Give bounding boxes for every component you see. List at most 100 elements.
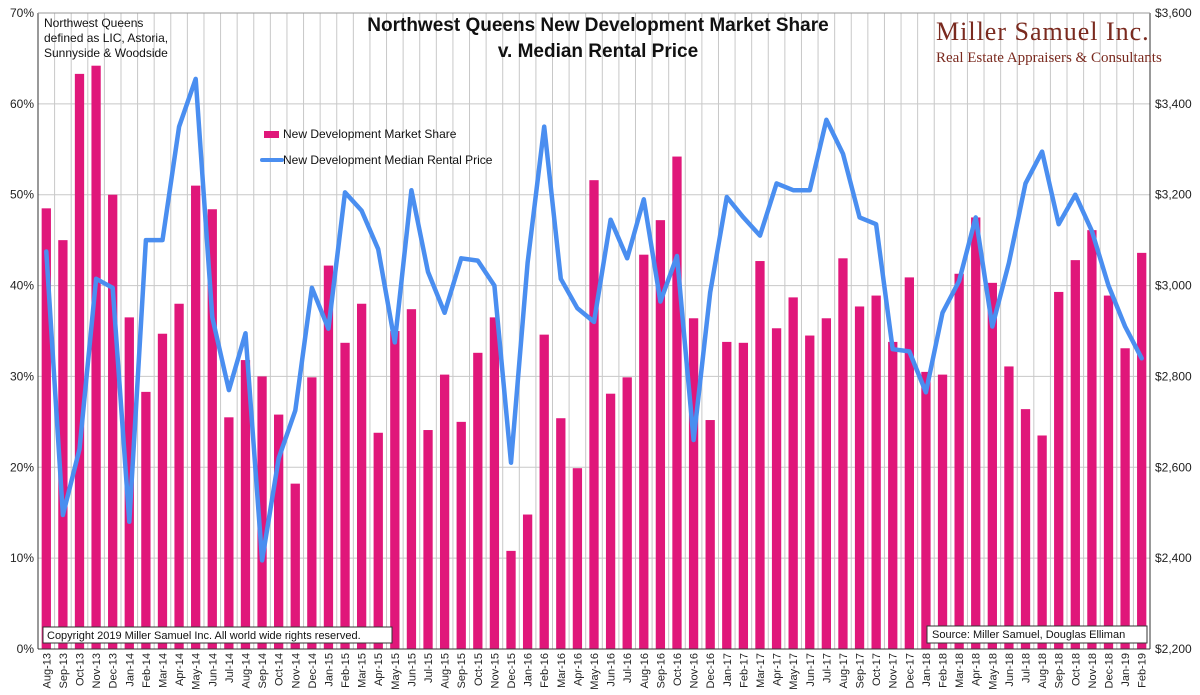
right-axis-tick-label: $3,000 bbox=[1155, 279, 1192, 293]
bar-market-share bbox=[41, 208, 51, 650]
bar-market-share bbox=[622, 377, 632, 649]
x-axis-tick-label: Aug-14 bbox=[240, 653, 252, 688]
x-axis-tick-label: Jun-14 bbox=[207, 653, 219, 687]
bar-market-share bbox=[722, 341, 732, 649]
bar-market-share bbox=[738, 342, 749, 649]
x-axis-tick-label: Apr-15 bbox=[373, 653, 385, 686]
bar-market-share bbox=[954, 273, 964, 649]
x-axis-tick-label: May-16 bbox=[589, 653, 601, 690]
bar-market-share bbox=[539, 334, 549, 649]
x-axis-tick-label: Mar-15 bbox=[357, 653, 369, 688]
bar-market-share bbox=[174, 303, 184, 649]
x-axis-tick-label: May-14 bbox=[191, 653, 203, 690]
bar-market-share bbox=[888, 341, 898, 649]
left-axis-ticks: 0% 10% 20% 30% 40% 50% 60% 70% bbox=[10, 6, 34, 656]
x-axis-tick-label: Apr-18 bbox=[971, 653, 983, 686]
bar-market-share bbox=[705, 420, 715, 649]
left-axis-tick-label: 50% bbox=[10, 188, 34, 202]
x-axis-tick-label: Sep-18 bbox=[1054, 653, 1066, 688]
bar-market-share bbox=[589, 180, 599, 650]
axes bbox=[37, 12, 1151, 650]
bar-market-share bbox=[937, 374, 948, 649]
x-axis-tick-label: Sep-15 bbox=[456, 653, 468, 688]
bar-market-share bbox=[257, 376, 267, 649]
bar-market-share bbox=[390, 331, 400, 649]
x-axis-tick-label: May-18 bbox=[987, 653, 999, 690]
x-axis-tick-label: Jan-19 bbox=[1120, 653, 1132, 687]
x-axis-tick-label: May-17 bbox=[788, 653, 800, 690]
brand-tagline: Real Estate Appraisers & Consultants bbox=[936, 50, 1162, 66]
right-axis-tick-label: $2,800 bbox=[1155, 369, 1192, 383]
right-axis-ticks: $2,200 $2,400 $2,600 $2,800 $3,000 $3,200 $3,4… bbox=[1155, 6, 1192, 656]
bar-market-share bbox=[1020, 409, 1031, 649]
x-axis-tick-label: Oct-15 bbox=[473, 653, 485, 686]
bar-market-share bbox=[356, 303, 367, 649]
x-axis-tick-label: Feb-16 bbox=[539, 653, 551, 688]
bar-market-share bbox=[207, 209, 217, 649]
x-axis-tick-label: Sep-16 bbox=[655, 653, 667, 688]
legend: New Development Market Share New Develop… bbox=[260, 127, 493, 167]
bar-market-share bbox=[124, 317, 134, 649]
bar-market-share bbox=[340, 342, 350, 649]
bar-market-share bbox=[423, 430, 433, 649]
x-axis-tick-label: Aug-13 bbox=[41, 653, 53, 688]
bar-market-share bbox=[755, 261, 765, 649]
bar-market-share bbox=[672, 156, 682, 649]
x-axis-tick-label: Feb-18 bbox=[938, 653, 950, 688]
x-axis-tick-label: Oct-14 bbox=[274, 653, 286, 686]
bar-market-share bbox=[74, 73, 85, 650]
region-note-line-1: Northwest Queens bbox=[44, 16, 143, 30]
x-axis-tick-label: Jul-17 bbox=[821, 653, 833, 683]
bar-market-share bbox=[406, 309, 417, 649]
bar-market-share bbox=[373, 432, 383, 649]
bar-market-share bbox=[688, 318, 699, 649]
x-axis-tick-label: Jul-14 bbox=[224, 653, 236, 683]
brand-name: Miller Samuel Inc. bbox=[936, 17, 1150, 46]
right-axis-tick-label: $2,200 bbox=[1155, 642, 1192, 656]
right-axis-tick-label: $3,400 bbox=[1155, 97, 1192, 111]
bar-market-share bbox=[141, 391, 151, 649]
x-axis-tick-label: Apr-16 bbox=[572, 653, 584, 686]
copyright-box bbox=[42, 626, 393, 644]
x-axis-tick-label: Sep-17 bbox=[855, 653, 867, 688]
left-axis-tick-label: 40% bbox=[10, 279, 34, 293]
x-axis-tick-label: Jun-16 bbox=[606, 653, 618, 687]
bar-market-share bbox=[1004, 366, 1014, 649]
bar-market-share bbox=[1037, 435, 1047, 649]
x-axis-tick-label: Aug-15 bbox=[440, 653, 452, 688]
bar-market-share bbox=[108, 194, 118, 649]
x-axis-tick-label: Jun-17 bbox=[805, 653, 817, 687]
right-axis-tick-label: $3,200 bbox=[1155, 188, 1192, 202]
legend-label-rental-price: New Development Median Rental Price bbox=[283, 153, 493, 167]
copyright-text: Copyright 2019 Miller Samuel Inc. All wo… bbox=[47, 630, 361, 642]
x-axis-tick-label: Dec-13 bbox=[108, 653, 120, 688]
left-axis-tick-label: 70% bbox=[10, 6, 34, 20]
x-axis-tick-label: Oct-16 bbox=[672, 653, 684, 686]
legend-swatch-market-share bbox=[264, 131, 279, 138]
bar-market-share bbox=[854, 306, 865, 649]
x-axis-tick-label: Feb-15 bbox=[340, 653, 352, 688]
x-axis-tick-label: Dec-14 bbox=[307, 653, 319, 688]
left-axis-tick-label: 0% bbox=[17, 642, 35, 656]
x-axis-tick-label: Oct-13 bbox=[74, 653, 86, 686]
right-axis-tick-label: $2,600 bbox=[1155, 460, 1192, 474]
bar-market-share bbox=[655, 220, 666, 649]
x-axis-tick-label: Aug-17 bbox=[838, 653, 850, 688]
bar-market-share bbox=[191, 185, 201, 649]
source-box bbox=[926, 625, 1148, 644]
bar-market-share bbox=[1054, 291, 1064, 649]
bar-market-share bbox=[605, 393, 616, 649]
bar-market-share bbox=[987, 282, 997, 649]
bar-market-share bbox=[274, 414, 284, 649]
region-note-line-2: defined as LIC, Astoria, bbox=[44, 31, 168, 45]
bar-market-share bbox=[788, 297, 798, 649]
region-note-line-3: Sunnyside & Woodside bbox=[44, 46, 168, 60]
bar-market-share bbox=[91, 65, 101, 649]
bar-market-share bbox=[240, 360, 251, 649]
x-axis-tick-label: Feb-19 bbox=[1137, 653, 1149, 688]
x-axis-tick-label: Aug-18 bbox=[1037, 653, 1049, 688]
x-axis-tick-label: Jun-18 bbox=[1004, 653, 1016, 687]
line-rental-price bbox=[44, 76, 1144, 563]
bar-market-share bbox=[1087, 230, 1097, 650]
x-axis-tick-label: Jan-14 bbox=[124, 653, 136, 687]
